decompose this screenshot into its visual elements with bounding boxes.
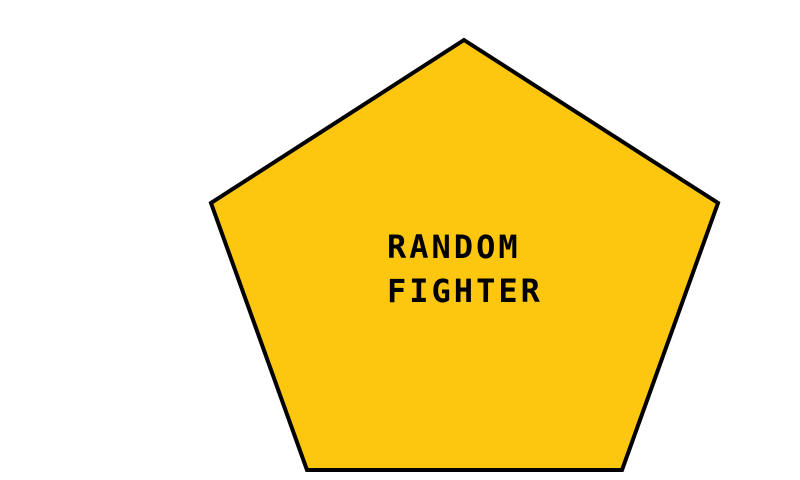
random-fighter-button[interactable]: RANDOM FIGHTER: [208, 37, 721, 472]
random-fighter-label-line-2: FIGHTER: [387, 272, 543, 310]
random-fighter-pentagon[interactable]: [208, 37, 721, 472]
random-fighter-label-line-1: RANDOM: [387, 228, 521, 266]
